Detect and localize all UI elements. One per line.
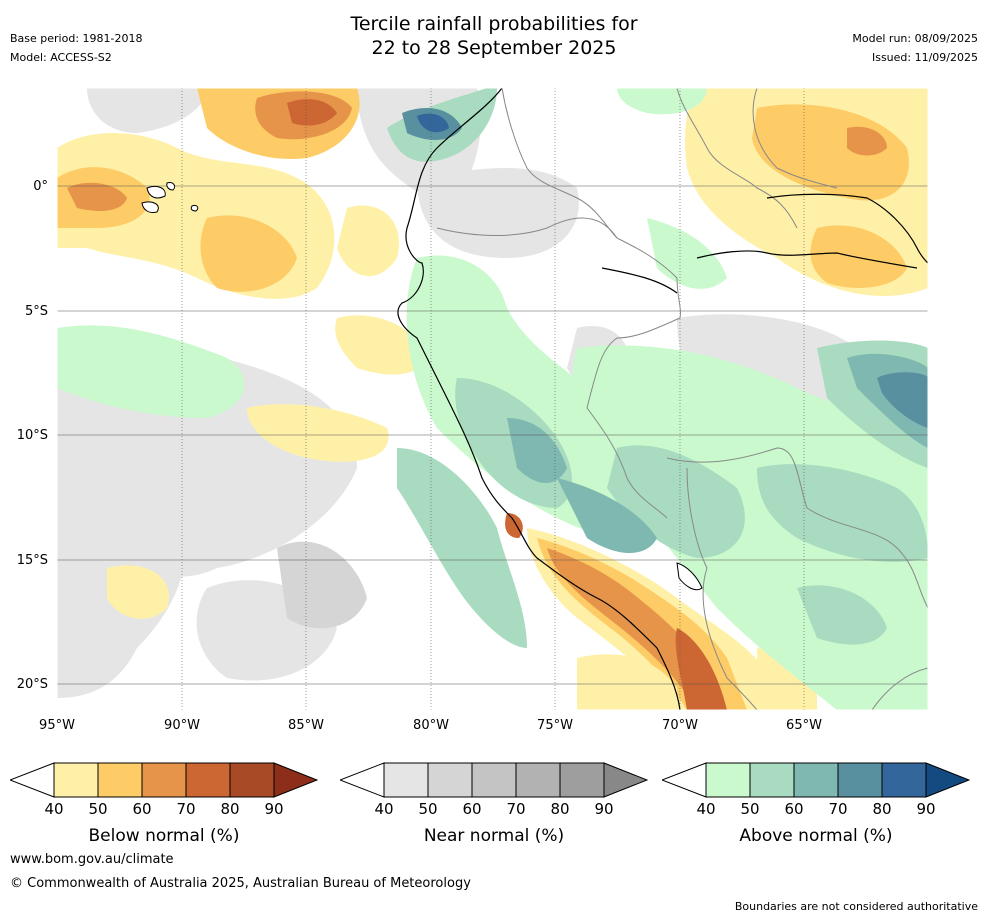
galapagos-islands bbox=[141, 182, 199, 213]
below-tick-80: 80 bbox=[220, 800, 240, 818]
footer-url: www.bom.gov.au/climate bbox=[10, 852, 174, 867]
title-line-2: 22 to 28 September 2025 bbox=[371, 37, 617, 59]
lat-label-0: 0° bbox=[33, 179, 48, 194]
issued-date: Issued: 11/09/2025 bbox=[871, 51, 978, 64]
above-tick-40: 40 bbox=[696, 800, 716, 818]
footer-copyright: © Commonwealth of Australia 2025, Austra… bbox=[10, 876, 471, 891]
lon-label-70w: 70°W bbox=[662, 718, 698, 733]
model-run: Model run: 08/09/2025 bbox=[852, 32, 978, 45]
lon-label-75w: 75°W bbox=[537, 718, 573, 733]
near-tick-60: 60 bbox=[462, 800, 482, 818]
below-tick-90: 90 bbox=[264, 800, 284, 818]
near-tick-50: 50 bbox=[418, 800, 438, 818]
footer-disclaimer: Boundaries are not considered authoritat… bbox=[734, 900, 978, 913]
lon-label-90w: 90°W bbox=[164, 718, 200, 733]
above-tick-50: 50 bbox=[740, 800, 760, 818]
above-tick-90: 90 bbox=[916, 800, 936, 818]
lon-label-65w: 65°W bbox=[786, 718, 822, 733]
lake-titicaca bbox=[676, 562, 703, 591]
near-normal-colorbar bbox=[340, 762, 648, 798]
below-tick-50: 50 bbox=[88, 800, 108, 818]
near-tick-40: 40 bbox=[374, 800, 394, 818]
above-tick-70: 70 bbox=[828, 800, 848, 818]
coastline bbox=[397, 88, 928, 710]
graticule-lines bbox=[57, 88, 928, 710]
below-normal-colorbar bbox=[10, 762, 318, 798]
near-tick-90: 90 bbox=[594, 800, 614, 818]
below-tick-40: 40 bbox=[44, 800, 64, 818]
title-line-1: Tercile rainfall probabilities for bbox=[350, 13, 638, 35]
above-normal-label: Above normal (%) bbox=[739, 826, 893, 846]
lon-label-80w: 80°W bbox=[413, 718, 449, 733]
above-normal-colorbar bbox=[662, 762, 970, 798]
lat-label-20s: 20°S bbox=[16, 677, 48, 692]
near-tick-80: 80 bbox=[550, 800, 570, 818]
below-normal-label: Below normal (%) bbox=[88, 826, 240, 846]
near-normal-label: Near normal (%) bbox=[423, 826, 565, 846]
map-title: Tercile rainfall probabilities for 22 to… bbox=[0, 12, 988, 60]
above-tick-80: 80 bbox=[872, 800, 892, 818]
lat-label-15s: 15°S bbox=[16, 553, 48, 568]
lon-label-95w: 95°W bbox=[39, 718, 75, 733]
rainfall-probability-map bbox=[57, 88, 928, 710]
lat-label-5s: 5°S bbox=[24, 304, 48, 319]
below-tick-70: 70 bbox=[176, 800, 196, 818]
above-tick-60: 60 bbox=[784, 800, 804, 818]
model-name: Model: ACCESS-S2 bbox=[10, 51, 112, 64]
below-tick-60: 60 bbox=[132, 800, 152, 818]
above-normal-regions bbox=[57, 88, 928, 710]
lon-label-85w: 85°W bbox=[288, 718, 324, 733]
lat-label-10s: 10°S bbox=[16, 428, 48, 443]
below-normal-regions bbox=[57, 88, 928, 710]
near-tick-70: 70 bbox=[506, 800, 526, 818]
base-period: Base period: 1981-2018 bbox=[10, 32, 143, 45]
country-borders bbox=[436, 88, 928, 710]
